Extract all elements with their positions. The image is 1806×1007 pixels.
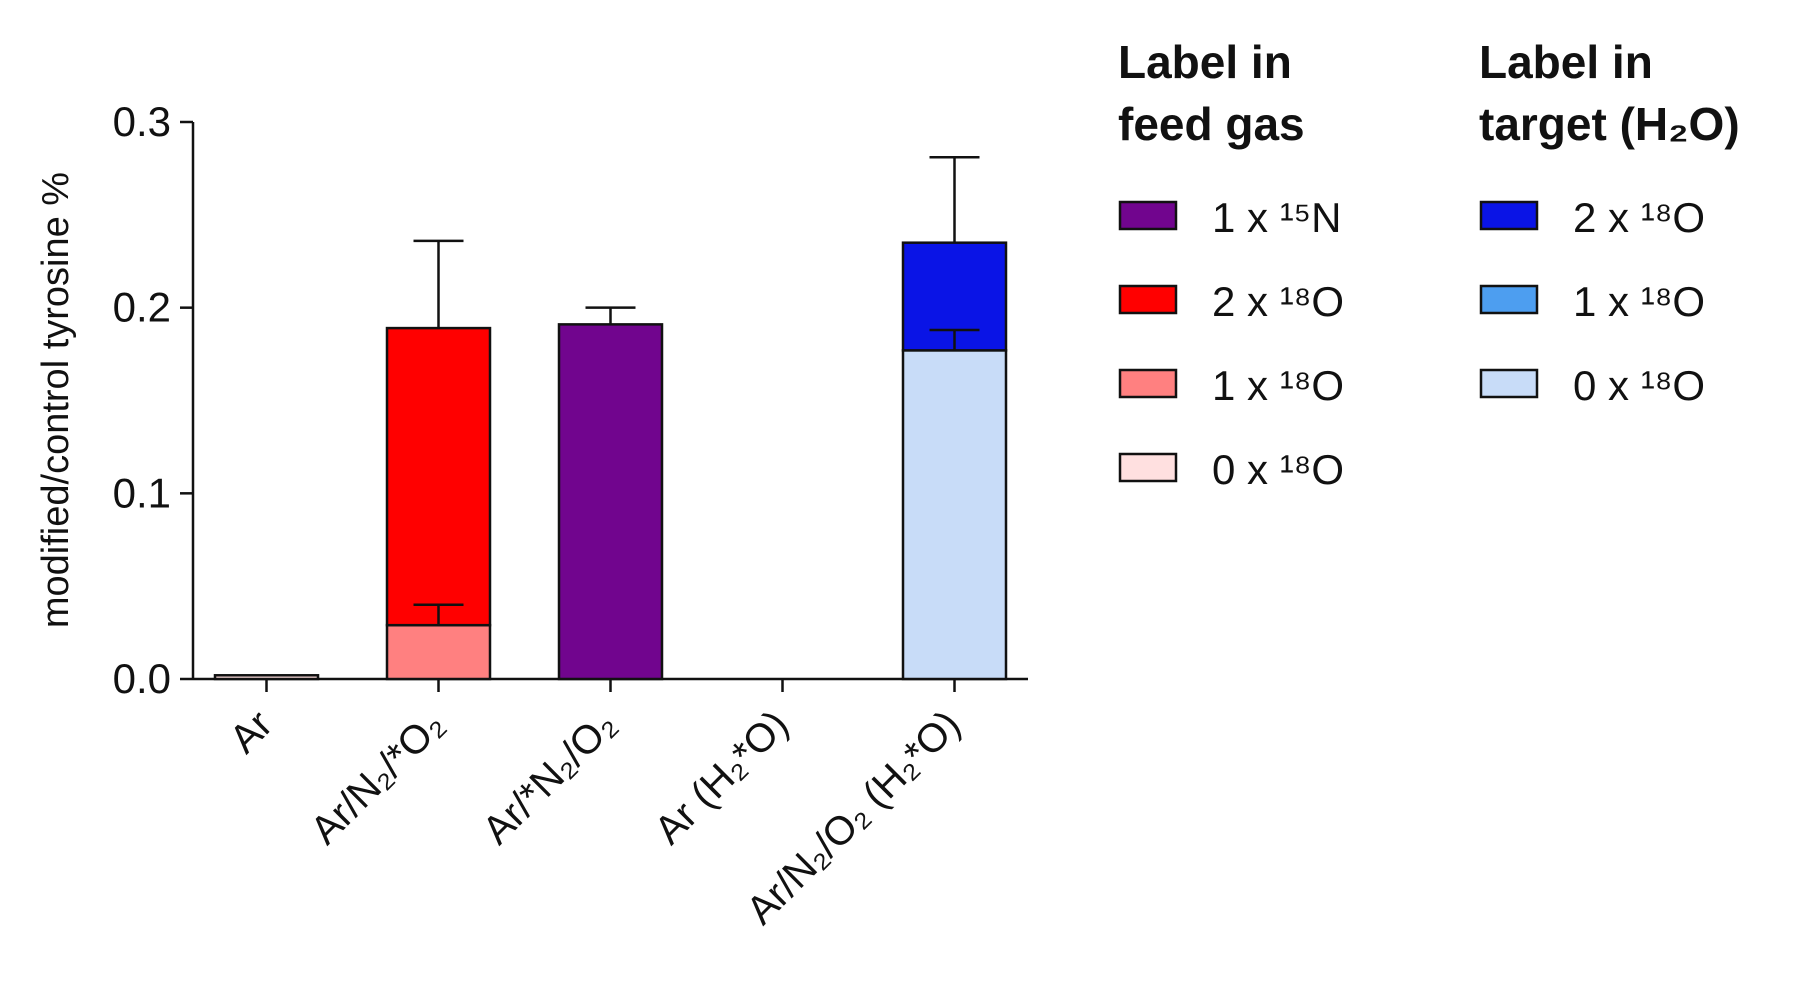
x-tick-label: Ar/N₂/*O₂	[302, 702, 453, 853]
legend-swatch	[1479, 284, 1539, 315]
error-bars	[413, 156, 980, 626]
bar-segment	[385, 623, 492, 681]
bar-segment	[213, 674, 320, 681]
legend-swatch	[1118, 200, 1178, 231]
x-tick-label: Ar/*N₂/O₂	[474, 702, 625, 853]
legend-label: 0 x ¹⁸O	[1573, 362, 1705, 409]
legend-label: 1 x ¹⁵N	[1212, 194, 1341, 241]
y-tick-label: 0.3	[113, 98, 171, 145]
y-tick-label: 0.2	[113, 284, 171, 331]
x-tick-label: Ar (H₂*O)	[646, 702, 797, 853]
legend: Label in feed gas 1 x ¹⁵N 2 x ¹⁸O 1 x ¹⁸O 0 x…	[1118, 36, 1740, 493]
legend-title: Label in	[1479, 36, 1653, 88]
legend-swatch	[1118, 452, 1178, 483]
legend-swatch	[1118, 284, 1178, 315]
y-axis-label: modified/control tyrosine %	[35, 172, 77, 628]
legend-swatch	[1479, 368, 1539, 399]
legend-swatch	[1479, 200, 1539, 231]
bar-segment	[385, 326, 492, 627]
legend-label: 1 x ¹⁸O	[1573, 278, 1705, 325]
x-tick-labels: Ar Ar/N₂/*O₂ Ar/*N₂/O₂ Ar (H₂*O)Ar/N₂/O₂ (H…	[221, 702, 968, 933]
y-tick-label: 0.0	[113, 655, 171, 702]
bar-segment	[557, 323, 664, 681]
legend-label: 2 x ¹⁸O	[1212, 278, 1344, 325]
legend-label: 1 x ¹⁸O	[1212, 362, 1344, 409]
legend-label: 2 x ¹⁸O	[1573, 194, 1705, 241]
bar-segment	[901, 349, 1008, 681]
legend-title: feed gas	[1118, 98, 1305, 150]
legend-title: target (H₂O)	[1479, 98, 1740, 150]
axes: 0.0 0.1 0.2 0.3	[113, 98, 1028, 702]
bars	[213, 241, 1008, 681]
y-tick-label: 0.1	[113, 469, 171, 516]
x-tick-label: Ar	[221, 702, 280, 761]
legend-title: Label in	[1118, 36, 1292, 88]
legend-label: 0 x ¹⁸O	[1212, 446, 1344, 493]
legend-swatch	[1118, 368, 1178, 399]
